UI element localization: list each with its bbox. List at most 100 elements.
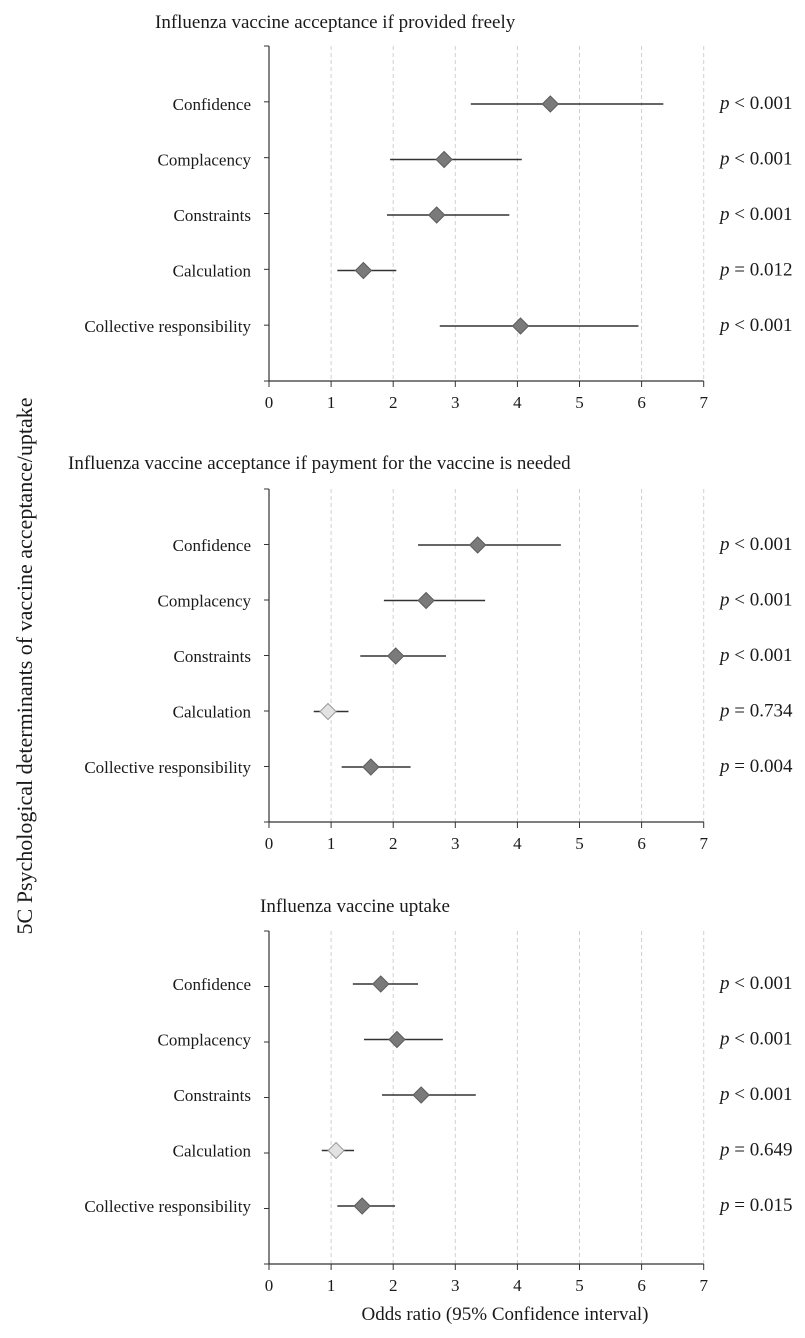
x-tick-label: 1 [327,834,336,853]
panel-2: Influenza vaccine acceptance if payment … [68,453,793,853]
p-value-variable: p [718,1084,730,1105]
p-value-text: < 0.001 [730,645,793,666]
p-value-label: p < 0.001 [718,315,792,336]
category-label: Confidence [173,95,251,114]
p-value-label: p < 0.001 [718,645,792,666]
category-label: Constraints [174,1086,251,1105]
x-tick-label: 7 [699,834,708,853]
p-value-label: p < 0.001 [718,93,792,114]
x-tick-label: 4 [513,834,522,853]
panel-1: Influenza vaccine acceptance if provided… [84,12,792,412]
p-value-label: p = 0.012 [718,260,792,281]
x-tick-label: 5 [575,1276,584,1295]
p-value-label: p < 0.001 [718,204,792,225]
p-value-variable: p [718,701,730,722]
p-value-label: p < 0.001 [718,534,792,555]
p-value-label: p < 0.001 [718,1084,792,1105]
p-value-variable: p [718,149,730,170]
x-tick-label: 2 [389,834,398,853]
x-tick-label: 5 [575,393,584,412]
p-value-variable: p [718,645,730,666]
p-value-variable: p [718,590,730,611]
odds-ratio-marker [412,1086,430,1104]
x-tick-label: 6 [637,834,646,853]
p-value-text: < 0.001 [730,534,793,555]
p-value-text: = 0.734 [730,701,793,722]
category-label: Collective responsibility [84,317,251,336]
p-value-text: < 0.001 [730,1029,793,1050]
panel-title: Influenza vaccine uptake [260,896,450,917]
x-tick-label: 7 [699,1276,708,1295]
category-label: Calculation [173,262,252,281]
y-axis-label: 5C Psychological determinants of vaccine… [12,398,37,935]
p-value-variable: p [718,204,730,225]
category-label: Calculation [173,1142,252,1161]
odds-ratio-marker [468,536,487,554]
p-value-label: p < 0.001 [718,149,792,170]
x-tick-label: 6 [637,1276,646,1295]
p-value-variable: p [718,534,730,555]
odds-ratio-marker [372,975,390,993]
x-tick-label: 3 [451,393,460,412]
x-tick-label: 5 [575,834,584,853]
p-value-label: p = 0.734 [718,701,793,722]
p-value-text: < 0.001 [730,149,793,170]
odds-ratio-marker [327,1141,345,1160]
x-tick-label: 3 [451,834,460,853]
odds-ratio-marker [386,647,405,665]
p-value-text: = 0.004 [730,756,793,777]
x-tick-label: 1 [327,393,336,412]
category-label: Confidence [173,536,251,555]
category-label: Collective responsibility [84,758,251,777]
p-value-variable: p [718,1140,730,1161]
x-tick-label: 1 [327,1276,336,1295]
p-value-variable: p [718,260,730,281]
odds-ratio-marker [541,95,560,113]
category-label: Constraints [174,647,251,666]
odds-ratio-marker [362,758,380,776]
p-value-text: = 0.012 [730,260,793,281]
odds-ratio-marker [354,261,373,280]
category-label: Calculation [173,703,252,722]
x-tick-label: 3 [451,1276,460,1295]
x-tick-label: 4 [513,393,522,412]
odds-ratio-marker [417,591,435,610]
panel-title: Influenza vaccine acceptance if payment … [68,453,571,474]
p-value-variable: p [718,93,730,114]
panel-title: Influenza vaccine acceptance if provided… [155,12,516,33]
category-label: Constraints [174,206,251,225]
x-tick-label: 4 [513,1276,522,1295]
p-value-variable: p [718,973,730,994]
p-value-label: p = 0.015 [718,1195,792,1216]
category-label: Complacency [158,1031,252,1050]
odds-ratio-marker [435,150,453,169]
p-value-label: p < 0.001 [718,1029,792,1050]
p-value-text: = 0.649 [730,1140,793,1161]
category-label: Confidence [173,975,251,994]
p-value-label: p = 0.004 [718,756,793,777]
p-value-text: < 0.001 [730,973,793,994]
p-value-variable: p [718,1029,730,1050]
odds-ratio-marker [511,317,530,335]
p-value-text: < 0.001 [730,204,793,225]
p-value-label: p < 0.001 [718,973,792,994]
p-value-text: < 0.001 [730,590,793,611]
category-label: Complacency [158,151,252,170]
x-tick-label: 0 [265,834,274,853]
p-value-text: = 0.015 [730,1195,793,1216]
p-value-variable: p [718,315,730,336]
panel-3: Influenza vaccine uptake 0 1 2 3 4 5 6 7 Confiden… [84,896,792,1295]
p-value-variable: p [718,1195,730,1216]
x-tick-label: 2 [389,393,398,412]
p-value-variable: p [718,756,730,777]
x-tick-label: 0 [265,393,274,412]
p-value-text: < 0.001 [730,1084,793,1105]
x-tick-label: 2 [389,1276,398,1295]
p-value-label: p = 0.649 [718,1140,792,1161]
p-value-label: p < 0.001 [718,590,792,611]
odds-ratio-marker [388,1030,406,1049]
x-tick-label: 7 [699,393,708,412]
x-tick-label: 0 [265,1276,274,1295]
